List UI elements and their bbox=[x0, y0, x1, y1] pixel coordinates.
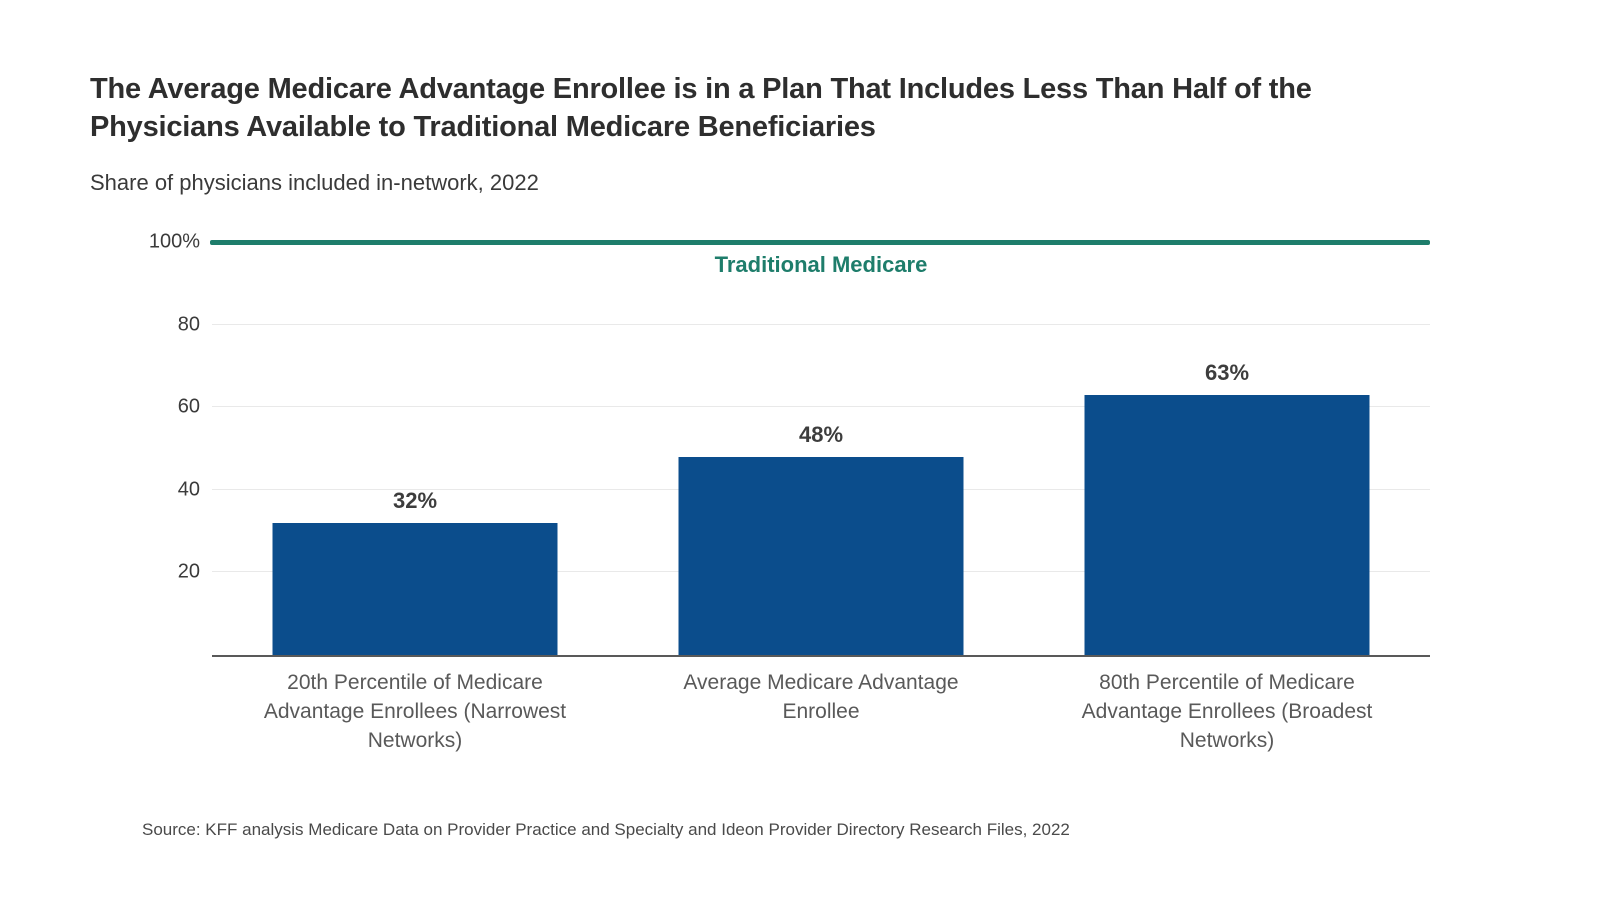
x-label-3: 80th Percentile of Medicare Advantage En… bbox=[1081, 671, 1373, 752]
chart-title: The Average Medicare Advantage Enrollee … bbox=[90, 73, 1312, 143]
bar-slot-3: 63% bbox=[1024, 242, 1430, 655]
y-tick-label-100: 100% bbox=[148, 230, 200, 253]
reference-line-label: Traditional Medicare bbox=[714, 252, 928, 277]
y-tick-label-20: 20 bbox=[177, 560, 200, 583]
gridline-80 bbox=[212, 323, 1430, 325]
x-axis-labels: 20th Percentile of Medicare Advantage En… bbox=[212, 668, 1430, 755]
y-tick-label-80: 80 bbox=[177, 313, 200, 336]
gridline-60 bbox=[212, 406, 1430, 408]
x-label-slot-1: 20th Percentile of Medicare Advantage En… bbox=[212, 668, 618, 755]
reference-line bbox=[210, 240, 1430, 245]
x-label-1: 20th Percentile of Medicare Advantage En… bbox=[263, 671, 567, 752]
bar-3 bbox=[1084, 394, 1370, 655]
x-label-slot-3: 80th Percentile of Medicare Advantage En… bbox=[1024, 668, 1430, 755]
chart-subtitle: Share of physicians included in-network,… bbox=[90, 170, 539, 195]
y-tick-label-40: 40 bbox=[177, 478, 200, 501]
bar-1 bbox=[272, 522, 558, 655]
bar-slot-1: 32% bbox=[212, 242, 618, 655]
bar-value-2: 48% bbox=[798, 421, 844, 447]
source-note: Source: KFF analysis Medicare Data on Pr… bbox=[142, 820, 1070, 839]
bar-value-1: 32% bbox=[392, 487, 438, 513]
bar-2 bbox=[678, 456, 964, 655]
x-label-slot-2: Average Medicare Advantage Enrollee bbox=[618, 668, 1024, 755]
plot-area: Traditional Medicare 32% 48% 63% bbox=[210, 240, 1430, 657]
bar-slot-2: 48% bbox=[618, 242, 1024, 655]
y-axis: 100% 80 60 40 20 bbox=[0, 231, 200, 655]
bar-value-3: 63% bbox=[1204, 359, 1250, 385]
y-tick-label-60: 60 bbox=[177, 395, 200, 418]
x-label-2: Average Medicare Advantage Enrollee bbox=[683, 671, 959, 723]
